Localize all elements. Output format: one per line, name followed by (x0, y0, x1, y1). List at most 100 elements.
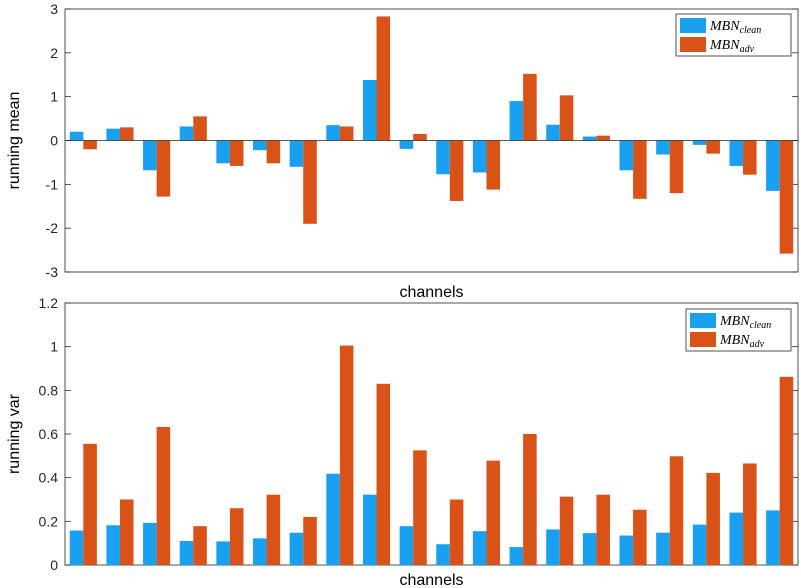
bar-clean-1 (69, 131, 84, 141)
bar-adv-18 (706, 140, 720, 154)
y-tick-label: 0 (50, 557, 58, 573)
bar-adv-19 (743, 463, 757, 565)
bar-adv-5 (229, 508, 244, 565)
bar-adv-6 (266, 140, 281, 164)
y-tick-label: -1 (46, 176, 59, 192)
bar-clean-8 (326, 473, 340, 565)
bar-adv-9 (376, 16, 391, 141)
bar-clean-9 (362, 80, 377, 141)
bar-clean-18 (692, 140, 707, 145)
bar-clean-1 (69, 530, 84, 565)
legend-subscript: clean (750, 320, 772, 331)
bar-adv-20 (779, 140, 794, 254)
y-tick-label: 0.8 (39, 382, 59, 398)
bar-clean-3 (143, 140, 157, 171)
y-axis-label: running mean (6, 92, 23, 190)
bar-clean-17 (656, 532, 670, 565)
legend-swatch-clean (680, 18, 706, 33)
bar-clean-16 (619, 140, 634, 171)
bar-adv-10 (413, 450, 427, 565)
legend-swatch-adv (680, 37, 706, 52)
bar-clean-18 (692, 524, 707, 565)
bar-adv-6 (266, 494, 281, 565)
bar-clean-10 (399, 526, 414, 565)
bar-clean-5 (216, 140, 230, 164)
bar-clean-2 (106, 525, 120, 565)
bar-clean-7 (289, 532, 304, 565)
bar-clean-11 (436, 140, 450, 175)
bar-clean-19 (729, 140, 744, 166)
bar-clean-9 (362, 494, 377, 565)
bar-clean-14 (546, 529, 560, 565)
bar-clean-15 (582, 136, 597, 141)
bar-adv-11 (449, 140, 464, 201)
bar-clean-20 (766, 140, 780, 191)
bar-adv-13 (523, 434, 537, 565)
bar-adv-20 (779, 376, 794, 565)
legend-swatch-adv (690, 332, 716, 347)
y-tick-label: 1 (50, 339, 58, 355)
bar-adv-4 (193, 526, 207, 565)
bar-adv-8 (339, 126, 354, 141)
bar-clean-6 (253, 140, 267, 151)
bar-adv-15 (596, 494, 610, 565)
bar-clean-2 (106, 128, 120, 141)
bar-clean-12 (472, 531, 487, 565)
chart-2: 0 0.2 0.4 0.6 0.8 1 1.2 channels running var MBNc… (6, 295, 799, 588)
y-tick-label: 0.2 (39, 513, 59, 529)
bar-adv-3 (156, 140, 171, 197)
bar-adv-2 (119, 499, 134, 565)
legend-subscript: adv (740, 44, 755, 55)
y-tick-label: 0 (50, 133, 58, 149)
bar-adv-12 (486, 460, 501, 565)
bar-adv-12 (486, 140, 501, 190)
legend-swatch-clean (690, 313, 716, 328)
bar-clean-5 (216, 541, 230, 565)
bar-adv-1 (83, 140, 97, 150)
bar-adv-11 (449, 499, 464, 565)
bar-clean-8 (326, 125, 340, 141)
bar-adv-9 (376, 383, 391, 565)
bar-adv-13 (523, 73, 537, 141)
bar-adv-4 (193, 116, 207, 141)
bar-clean-13 (509, 547, 524, 565)
bar-clean-19 (729, 512, 744, 565)
bar-clean-6 (253, 538, 267, 565)
x-axis-label: channels (399, 572, 463, 588)
bar-clean-17 (656, 140, 670, 155)
bar-clean-3 (143, 522, 157, 565)
legend-subscript: adv (750, 339, 765, 350)
y-tick-label: 1.2 (39, 295, 59, 311)
bar-adv-8 (339, 345, 354, 565)
bar-clean-4 (179, 126, 194, 141)
bar-adv-19 (743, 140, 757, 175)
bar-adv-17 (669, 456, 684, 565)
bar-adv-18 (706, 472, 720, 565)
y-tick-label: 1 (50, 89, 58, 105)
bar-clean-20 (766, 510, 780, 565)
y-tick-label: -3 (46, 264, 59, 280)
bar-adv-10 (413, 133, 427, 141)
bar-adv-2 (119, 127, 134, 141)
y-tick-label: -2 (46, 220, 59, 236)
y-tick-label: 3 (50, 1, 58, 17)
bar-adv-14 (559, 95, 574, 141)
bar-adv-16 (633, 140, 647, 199)
x-axis-label: channels (399, 284, 463, 301)
bar-adv-15 (596, 135, 610, 141)
bar-clean-16 (619, 535, 634, 565)
bar-adv-14 (559, 496, 574, 565)
chart-1: -3 -2 -1 0 1 2 3 channels running mean MBNcleanMB… (6, 1, 799, 301)
bar-adv-16 (633, 509, 647, 565)
bar-adv-1 (83, 443, 97, 565)
bar-adv-5 (229, 140, 244, 166)
bar-clean-10 (399, 140, 414, 149)
y-axis-label: running var (6, 393, 23, 474)
bar-adv-7 (303, 140, 317, 224)
bar-clean-4 (179, 540, 194, 565)
bar-clean-13 (509, 101, 524, 141)
bar-clean-14 (546, 124, 560, 141)
